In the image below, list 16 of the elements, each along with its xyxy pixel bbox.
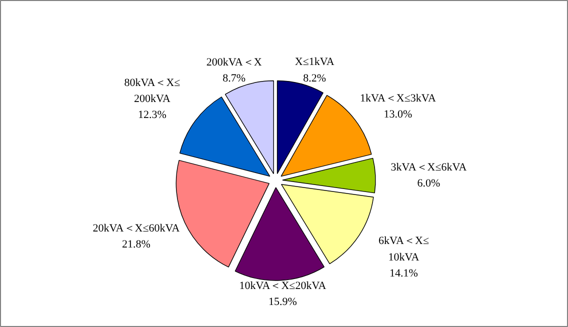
data-label: 21.8% [122, 238, 150, 251]
slice-label: 10kVA＜X≤20kVA [239, 280, 326, 292]
slice-label: 6kVA＜X≤ 10kVA [378, 235, 429, 264]
slice-label: 3kVA＜X≤6kVA [390, 161, 467, 174]
data-label: 15.9% [268, 296, 297, 308]
slice-label: 200kVA＜X [206, 56, 262, 68]
slice-label: 20kVA＜X≤60kVA [92, 222, 180, 234]
data-label: 6.0% [417, 178, 440, 190]
data-label: 8.2% [303, 72, 326, 84]
slice-label: 80kVA＜X≤ 200kVA [124, 76, 180, 106]
slice-label: 1kVA＜X≤3kVA [360, 92, 436, 104]
slice-label: X≤1kVA [294, 56, 334, 68]
data-label: 8.7% [222, 72, 246, 85]
data-label: 13.0% [384, 108, 412, 120]
data-label: 12.3% [138, 109, 166, 122]
data-label: 14.1% [390, 268, 418, 280]
